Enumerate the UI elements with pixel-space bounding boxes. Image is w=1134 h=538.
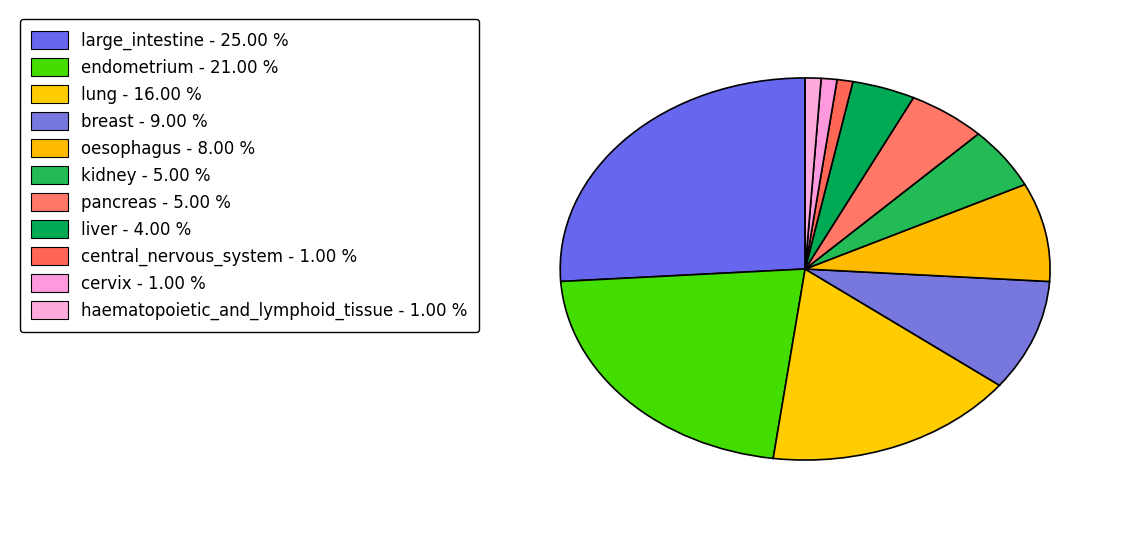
Wedge shape [560, 78, 805, 281]
Wedge shape [805, 134, 1025, 269]
Wedge shape [805, 82, 914, 269]
Wedge shape [805, 80, 853, 269]
Wedge shape [805, 185, 1050, 281]
Wedge shape [805, 97, 979, 269]
Wedge shape [773, 269, 999, 460]
Wedge shape [805, 79, 837, 269]
Wedge shape [805, 269, 1050, 385]
Wedge shape [560, 269, 805, 458]
Wedge shape [805, 78, 821, 269]
Legend: large_intestine - 25.00 %, endometrium - 21.00 %, lung - 16.00 %, breast - 9.00 : large_intestine - 25.00 %, endometrium -… [19, 19, 480, 332]
